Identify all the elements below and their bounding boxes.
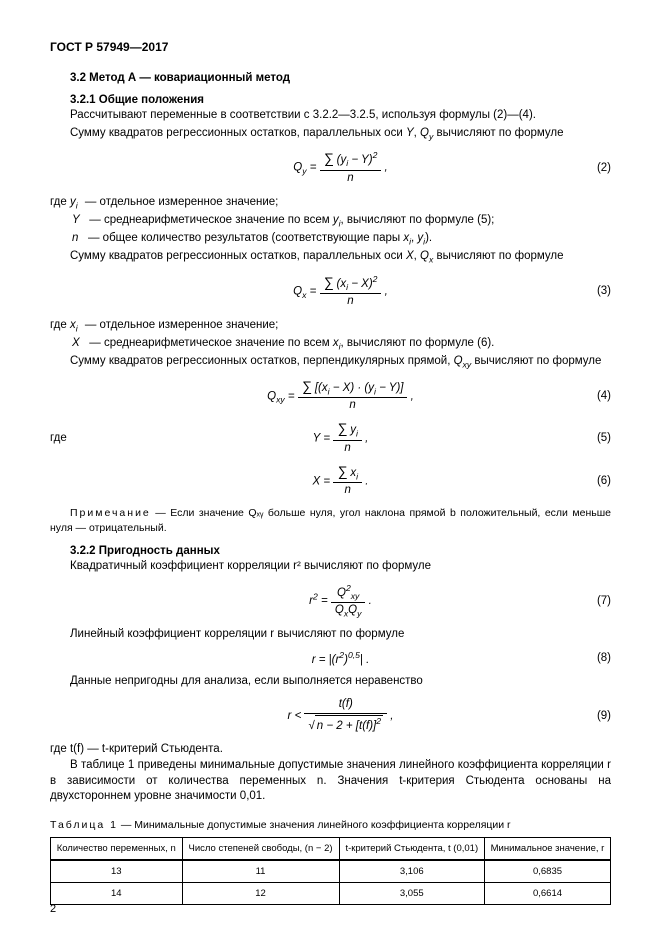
where-clause: где xi — отдельное измеренное значение; <box>50 317 611 334</box>
cell: 12 <box>182 882 339 904</box>
formula-body: r < t(f)√n − 2 + [t(f)]2 , <box>110 698 571 733</box>
formula-body: X = ∑ xin . <box>110 464 571 498</box>
text: где <box>50 319 70 331</box>
cell: 13 <box>51 860 183 883</box>
text: вычисляют по формуле <box>433 127 563 139</box>
note-lead: Примечание <box>70 507 151 519</box>
text: — отдельное измеренное значение; <box>82 196 279 208</box>
document-header: ГОСТ Р 57949—2017 <box>50 40 611 54</box>
formula-2: Qy = ∑ (yi − Y)2n , (2) <box>50 150 611 185</box>
document-page: ГОСТ Р 57949—2017 3.2 Метод А — ковариац… <box>0 0 661 935</box>
text: Сумму квадратов регрессионных остатков, … <box>70 355 454 367</box>
table-row: 13 11 3,106 0,6835 <box>51 860 611 883</box>
table-header-row: Количество переменных, n Число степеней … <box>51 837 611 860</box>
equation-number: (2) <box>571 162 611 174</box>
text: — общее количество результатов (соответс… <box>85 232 404 244</box>
formula-body: Qxy = ∑ [(xi − X) · (yi − Y)]n , <box>110 379 571 413</box>
formula-3: Qx = ∑ (xi − X)2n , (3) <box>50 274 611 309</box>
section-3.2-title: 3.2 Метод А — ковариационный метод <box>70 72 611 84</box>
text: — среднеарифметическое значение по всем <box>86 214 333 226</box>
cell: 0,6835 <box>484 860 610 883</box>
cell: 3,106 <box>339 860 484 883</box>
col-header: Минимальное значение, r <box>484 837 610 860</box>
equation-number: (4) <box>571 390 611 402</box>
table-row: 14 12 3,055 0,6614 <box>51 882 611 904</box>
text: вычисляют по формуле <box>433 250 563 262</box>
paragraph: Квадратичный коэффициент корреляции r² в… <box>50 559 611 575</box>
formula-5: где Y = ∑ yin , (5) <box>50 421 611 455</box>
paragraph: Сумму квадратов регрессионных остатков, … <box>50 249 611 266</box>
equation-number: (7) <box>571 595 611 607</box>
formula-body: r2 = Q2xyQxQy . <box>110 583 571 619</box>
cell: 11 <box>182 860 339 883</box>
section-3.2.1-title: 3.2.1 Общие положения <box>70 94 611 106</box>
text: Сумму квадратов регрессионных остатков, … <box>70 250 406 262</box>
paragraph: Линейный коэффициент корреляции r вычисл… <box>50 627 611 643</box>
equation-number: (9) <box>571 710 611 722</box>
where-clause: Y — среднеарифметическое значение по все… <box>72 212 611 229</box>
caption-body: — Минимальные допустимые значения линейн… <box>118 819 511 831</box>
text: вычисляют по формуле <box>471 355 601 367</box>
paragraph: Сумму квадратов регрессионных остатков, … <box>50 354 611 371</box>
caption-lead: Таблица 1 <box>50 819 118 831</box>
formula-body: r = |(r2)0,5| . <box>110 650 571 666</box>
section-3.2.2-title: 3.2.2 Пригодность данных <box>70 545 611 557</box>
formula-7: r2 = Q2xyQxQy . (7) <box>50 583 611 619</box>
text: Сумму квадратов регрессионных остатков, … <box>70 127 406 139</box>
equation-number: (6) <box>571 475 611 487</box>
cell: 3,055 <box>339 882 484 904</box>
table-caption: Таблица 1 — Минимальные допустимые значе… <box>50 819 611 831</box>
formula-6: X = ∑ xin . (6) <box>50 464 611 498</box>
where-clause: где yi — отдельное измеренное значение; <box>50 194 611 211</box>
equation-number: (5) <box>571 432 611 444</box>
paragraph: В таблице 1 приведены минимальные допуст… <box>50 758 611 805</box>
text: , вычисляют по формуле (5); <box>341 214 495 226</box>
formula-8: r = |(r2)0,5| . (8) <box>50 650 611 666</box>
text: где <box>50 196 70 208</box>
correlation-table: Количество переменных, n Число степеней … <box>50 837 611 905</box>
formula-body: Qy = ∑ (yi − Y)2n , <box>110 150 571 185</box>
paragraph: Данные непригодны для анализа, если выпо… <box>50 674 611 690</box>
col-header: Число степеней свободы, (n − 2) <box>182 837 339 860</box>
where-clause: X — среднеарифметическое значение по все… <box>72 335 611 352</box>
paragraph: Сумму квадратов регрессионных остатков, … <box>50 126 611 143</box>
where-clause: n — общее количество результатов (соотве… <box>72 230 611 247</box>
text: — среднеарифметическое значение по всем <box>86 337 333 349</box>
text: , вычисляют по формуле (6). <box>341 337 495 349</box>
equation-number: (3) <box>571 285 611 297</box>
formula-9: r < t(f)√n − 2 + [t(f)]2 , (9) <box>50 698 611 733</box>
paragraph: Рассчитывают переменные в соответствии с… <box>50 108 611 124</box>
cell: 14 <box>51 882 183 904</box>
page-number: 2 <box>50 903 56 915</box>
formula-body: Qx = ∑ (xi − X)2n , <box>110 274 571 309</box>
col-header: t-критерий Стьюдента, t (0,01) <box>339 837 484 860</box>
formula-4: Qxy = ∑ [(xi − X) · (yi − Y)]n , (4) <box>50 379 611 413</box>
equation-number: (8) <box>571 652 611 664</box>
formula-body: Y = ∑ yin , <box>110 421 571 455</box>
col-header: Количество переменных, n <box>51 837 183 860</box>
text: — отдельное измеренное значение; <box>82 319 279 331</box>
where-clause: где t(f) — t-критерий Стьюдента. <box>50 741 611 757</box>
where-label: где <box>50 432 110 444</box>
cell: 0,6614 <box>484 882 610 904</box>
note: Примечание — Если значение Qₓᵧ больше ну… <box>50 506 611 535</box>
